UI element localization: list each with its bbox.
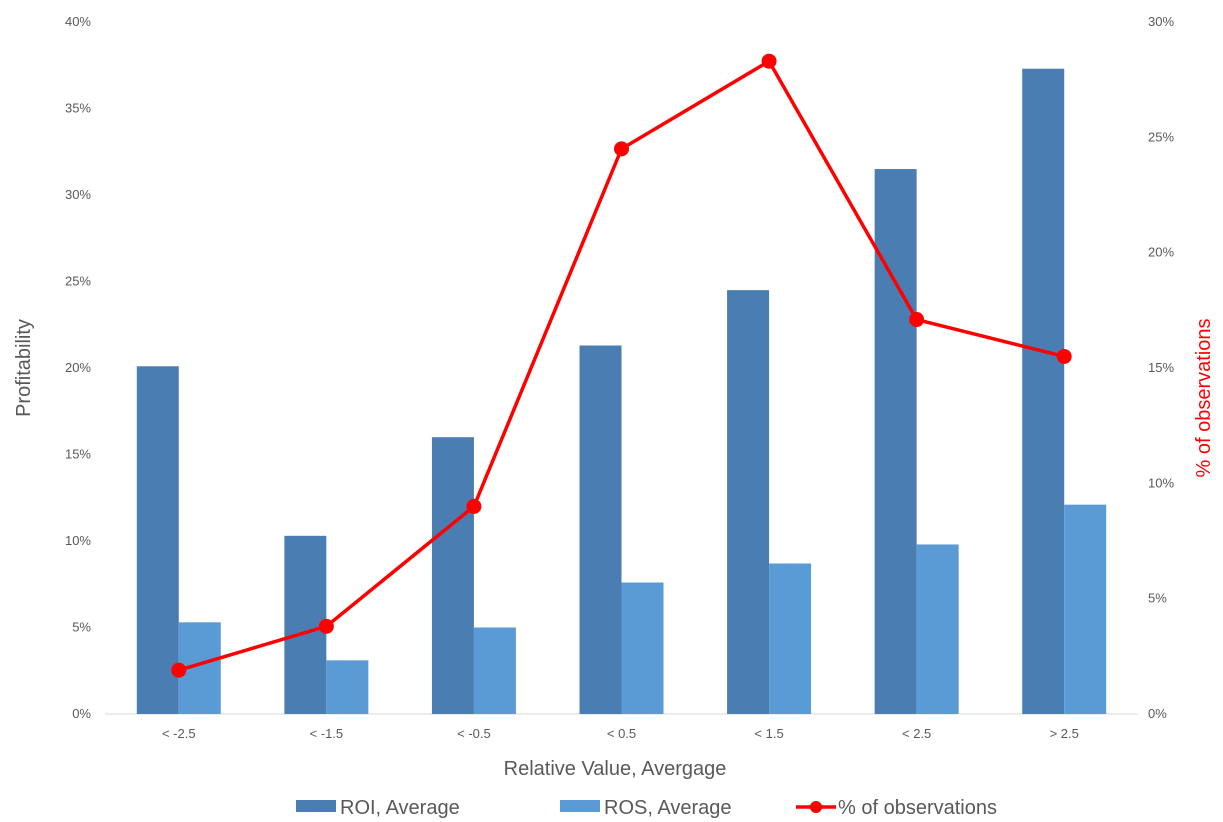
y-tick-label: 0% xyxy=(72,706,91,721)
y-tick-label: 30% xyxy=(65,187,91,202)
ros-bar xyxy=(916,544,959,714)
legend-label: ROI, Average xyxy=(340,797,460,819)
y-right-tick-label: 15% xyxy=(1148,360,1174,375)
x-axis-title: Relative Value, Avergage xyxy=(504,758,727,780)
legend-swatch xyxy=(296,800,336,812)
y-axis-title: Profitability xyxy=(13,319,35,417)
y-right-tick-label: 10% xyxy=(1148,475,1174,490)
y-tick-label: 20% xyxy=(65,360,91,375)
observations-point xyxy=(171,662,187,678)
left-axis-ticks: 0% 5% 10% 15% 20% 25% 30% 35% 40% xyxy=(65,14,91,721)
x-tick-label: < 0.5 xyxy=(607,726,636,741)
observations-point xyxy=(466,498,482,514)
ros-bar xyxy=(621,582,664,714)
x-tick-label: < -2.5 xyxy=(162,726,196,741)
legend-label: ROS, Average xyxy=(604,797,731,819)
y-tick-label: 25% xyxy=(65,274,91,289)
ros-bar xyxy=(1064,504,1107,714)
x-axis-ticks: < -2.5 < -1.5 < -0.5 < 0.5 < 1.5 < 2.5 > 2.5 xyxy=(162,726,1079,741)
observations-line xyxy=(171,53,1072,678)
roi-bar xyxy=(579,345,622,714)
legend: ROI, Average ROS, Average % of observation… xyxy=(296,797,997,819)
ros-bar xyxy=(326,660,369,714)
legend-label: % of observations xyxy=(838,797,997,819)
roi-bar xyxy=(874,169,917,715)
x-tick-label: < -1.5 xyxy=(310,726,344,741)
y-axis-right-title: % of observations xyxy=(1193,319,1215,478)
x-tick-label: < 1.5 xyxy=(754,726,783,741)
y-right-tick-label: 0% xyxy=(1148,706,1167,721)
y-right-tick-label: 20% xyxy=(1148,245,1174,260)
y-right-tick-label: 25% xyxy=(1148,129,1174,144)
y-tick-label: 35% xyxy=(65,101,91,116)
legend-swatch xyxy=(560,800,600,812)
roi-bar xyxy=(136,366,179,714)
roi-bar xyxy=(431,437,474,714)
observations-point xyxy=(909,312,925,328)
observations-point xyxy=(1056,348,1072,364)
x-tick-label: < -0.5 xyxy=(457,726,491,741)
y-tick-label: 5% xyxy=(72,620,91,635)
bars xyxy=(136,68,1107,715)
x-tick-label: < 2.5 xyxy=(902,726,931,741)
observations-point xyxy=(318,618,334,634)
y-right-tick-label: 5% xyxy=(1148,591,1167,606)
x-tick-label: > 2.5 xyxy=(1050,726,1079,741)
roi-bar xyxy=(1022,68,1065,714)
observations-point xyxy=(761,53,777,69)
legend-marker xyxy=(810,801,822,813)
y-right-tick-label: 30% xyxy=(1148,14,1174,29)
ros-bar xyxy=(769,563,812,714)
roi-bar xyxy=(727,290,770,714)
y-tick-label: 40% xyxy=(65,14,91,29)
ros-bar xyxy=(473,627,516,714)
right-axis-ticks: 0% 5% 10% 15% 20% 25% 30% xyxy=(1148,14,1174,721)
y-tick-label: 10% xyxy=(65,533,91,548)
y-tick-label: 15% xyxy=(65,447,91,462)
observations-point xyxy=(614,141,629,157)
